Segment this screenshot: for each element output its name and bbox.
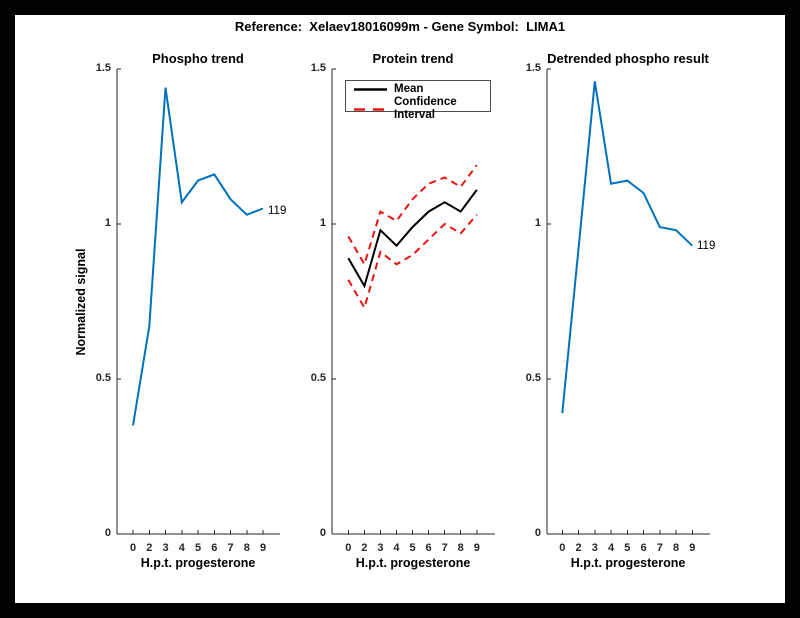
- series-line-mean: [347, 189, 478, 289]
- legend-label-mean: Mean: [394, 83, 424, 95]
- x-axis-label-protein: H.p.t. progesterone: [355, 556, 471, 570]
- subplot-title-protein-trend: Protein trend: [372, 51, 454, 66]
- end-label-phospho: 119: [268, 205, 287, 217]
- end-label-detrended: 119: [697, 240, 716, 252]
- series-line-phospho-signal: [132, 87, 264, 426]
- legend: Mean Confidence Interval: [345, 80, 491, 121]
- series-line-confidence-interval-lower-: [347, 214, 478, 311]
- y-axis-label: Normalized signal: [74, 248, 88, 356]
- legend-label-confidence-interval: Confidence Interval: [394, 96, 457, 121]
- confidence-interval-line-swatch: [354, 107, 387, 111]
- figure-suptitle: Reference: Xelaev18016099m - Gene Symbol…: [234, 19, 566, 34]
- x-axis-label-phospho: H.p.t. progesterone: [140, 556, 256, 570]
- legend-item-mean: Mean: [346, 83, 490, 96]
- series-line-confidence-interval-upper-: [347, 164, 478, 267]
- subplot-title-detrended-phospho: Detrended phospho result: [547, 51, 709, 66]
- mean-line-swatch: [354, 88, 387, 91]
- subplot-title-phospho-trend: Phospho trend: [152, 51, 244, 66]
- x-axis-label-detrended: H.p.t. progesterone: [570, 556, 686, 570]
- series-line-detrended-phospho-signal: [561, 81, 693, 414]
- figure-canvas: [15, 15, 785, 603]
- legend-item-confidence-interval: Confidence Interval: [346, 96, 490, 122]
